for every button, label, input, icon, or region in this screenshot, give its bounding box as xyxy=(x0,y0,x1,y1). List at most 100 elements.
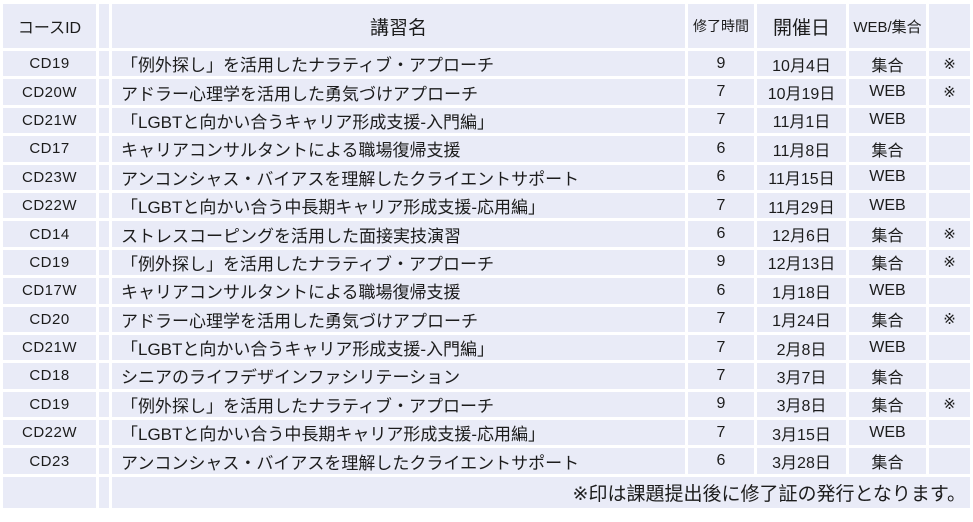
cell-hours: 9 xyxy=(688,51,754,77)
cell-course-id: CD22W xyxy=(3,420,96,446)
cell-course-name: アンコンシャス・バイアスを理解したクライエントサポート xyxy=(112,448,685,474)
cell-course-id: CD19 xyxy=(3,51,96,77)
cell-hours: 6 xyxy=(688,136,754,162)
cell-spacer xyxy=(99,278,109,304)
cell-course-id: CD23W xyxy=(3,164,96,190)
cell-note-mark xyxy=(929,278,970,304)
cell-hours: 7 xyxy=(688,334,754,361)
cell-date: 1月24日 xyxy=(757,306,846,332)
cell-date: 2月8日 xyxy=(757,334,846,361)
cell-hours: 9 xyxy=(688,249,754,276)
cell-spacer xyxy=(99,249,109,276)
cell-note-mark: ※ xyxy=(929,51,970,77)
cell-date: 3月7日 xyxy=(757,363,846,389)
cell-note-mark: ※ xyxy=(929,221,970,247)
cell-course-id: CD19 xyxy=(3,249,96,276)
cell-spacer xyxy=(99,448,109,474)
cell-spacer xyxy=(99,79,109,105)
cell-course-id: CD17 xyxy=(3,136,96,162)
cell-format: WEB xyxy=(849,79,926,105)
cell-course-id: CD21W xyxy=(3,334,96,361)
cell-spacer xyxy=(99,391,109,418)
cell-course-name: ストレスコーピングを活用した面接実技演習 xyxy=(112,221,685,247)
cell-course-name: 「LGBTと向かい合うキャリア形成支援-入門編」 xyxy=(112,334,685,361)
cell-course-name: アンコンシャス・バイアスを理解したクライエントサポート xyxy=(112,164,685,190)
cell-date: 3月15日 xyxy=(757,420,846,446)
header-course-name: 講習名 xyxy=(112,4,685,48)
footer-spacer xyxy=(99,476,109,508)
cell-note-mark xyxy=(929,448,970,474)
cell-course-id: CD18 xyxy=(3,363,96,389)
cell-course-name: 「例外探し」を活用したナラティブ・アプローチ xyxy=(112,249,685,276)
cell-format: WEB xyxy=(849,107,926,134)
cell-spacer xyxy=(99,363,109,389)
header-course-id: コースID xyxy=(3,4,96,48)
cell-format: 集合 xyxy=(849,306,926,332)
cell-note-mark xyxy=(929,334,970,361)
cell-hours: 7 xyxy=(688,192,754,219)
cell-course-id: CD21W xyxy=(3,107,96,134)
cell-course-id: CD14 xyxy=(3,221,96,247)
cell-note-mark: ※ xyxy=(929,79,970,105)
cell-date: 3月8日 xyxy=(757,391,846,418)
cell-course-id: CD20W xyxy=(3,79,96,105)
cell-hours: 9 xyxy=(688,391,754,418)
cell-date: 11月15日 xyxy=(757,164,846,190)
cell-course-name: 「LGBTと向かい合うキャリア形成支援-入門編」 xyxy=(112,107,685,134)
cell-date: 11月8日 xyxy=(757,136,846,162)
cell-course-name: キャリアコンサルタントによる職場復帰支援 xyxy=(112,278,685,304)
cell-format: 集合 xyxy=(849,391,926,418)
cell-course-id: CD19 xyxy=(3,391,96,418)
cell-course-name: キャリアコンサルタントによる職場復帰支援 xyxy=(112,136,685,162)
cell-note-mark xyxy=(929,363,970,389)
cell-note-mark: ※ xyxy=(929,249,970,276)
course-schedule-table: コースID 講習名 修了時間 開催日 WEB/集合 CD19 「例外探し」を活用… xyxy=(3,4,970,508)
footer-empty-course-id xyxy=(3,476,96,508)
cell-date: 12月13日 xyxy=(757,249,846,276)
cell-spacer xyxy=(99,107,109,134)
cell-course-id: CD17W xyxy=(3,278,96,304)
cell-format: WEB xyxy=(849,278,926,304)
cell-format: 集合 xyxy=(849,249,926,276)
cell-format: WEB xyxy=(849,192,926,219)
cell-note-mark xyxy=(929,164,970,190)
cell-date: 3月28日 xyxy=(757,448,846,474)
cell-course-name: アドラー心理学を活用した勇気づけアプローチ xyxy=(112,306,685,332)
cell-date: 10月4日 xyxy=(757,51,846,77)
header-date: 開催日 xyxy=(757,4,846,48)
cell-course-name: アドラー心理学を活用した勇気づけアプローチ xyxy=(112,79,685,105)
cell-course-id: CD23 xyxy=(3,448,96,474)
cell-note-mark: ※ xyxy=(929,391,970,418)
cell-spacer xyxy=(99,192,109,219)
cell-spacer xyxy=(99,221,109,247)
cell-format: 集合 xyxy=(849,363,926,389)
cell-format: 集合 xyxy=(849,448,926,474)
cell-format: WEB xyxy=(849,334,926,361)
cell-note-mark xyxy=(929,420,970,446)
cell-format: 集合 xyxy=(849,136,926,162)
cell-spacer xyxy=(99,420,109,446)
cell-hours: 7 xyxy=(688,306,754,332)
cell-spacer xyxy=(99,306,109,332)
cell-hours: 7 xyxy=(688,363,754,389)
cell-format: WEB xyxy=(849,164,926,190)
cell-spacer xyxy=(99,136,109,162)
cell-spacer xyxy=(99,334,109,361)
cell-date: 12月6日 xyxy=(757,221,846,247)
cell-hours: 7 xyxy=(688,79,754,105)
cell-date: 1月18日 xyxy=(757,278,846,304)
cell-course-id: CD22W xyxy=(3,192,96,219)
header-hours: 修了時間 xyxy=(688,4,754,48)
cell-date: 11月29日 xyxy=(757,192,846,219)
cell-spacer xyxy=(99,51,109,77)
cell-course-name: 「例外探し」を活用したナラティブ・アプローチ xyxy=(112,391,685,418)
cell-format: WEB xyxy=(849,420,926,446)
cell-note-mark: ※ xyxy=(929,306,970,332)
header-note xyxy=(929,4,970,48)
cell-course-name: シニアのライフデザインファシリテーション xyxy=(112,363,685,389)
cell-hours: 6 xyxy=(688,278,754,304)
cell-spacer xyxy=(99,164,109,190)
footer-note: ※印は課題提出後に修了証の発行となります。 xyxy=(112,476,970,508)
cell-course-name: 「LGBTと向かい合う中長期キャリア形成支援-応用編」 xyxy=(112,192,685,219)
